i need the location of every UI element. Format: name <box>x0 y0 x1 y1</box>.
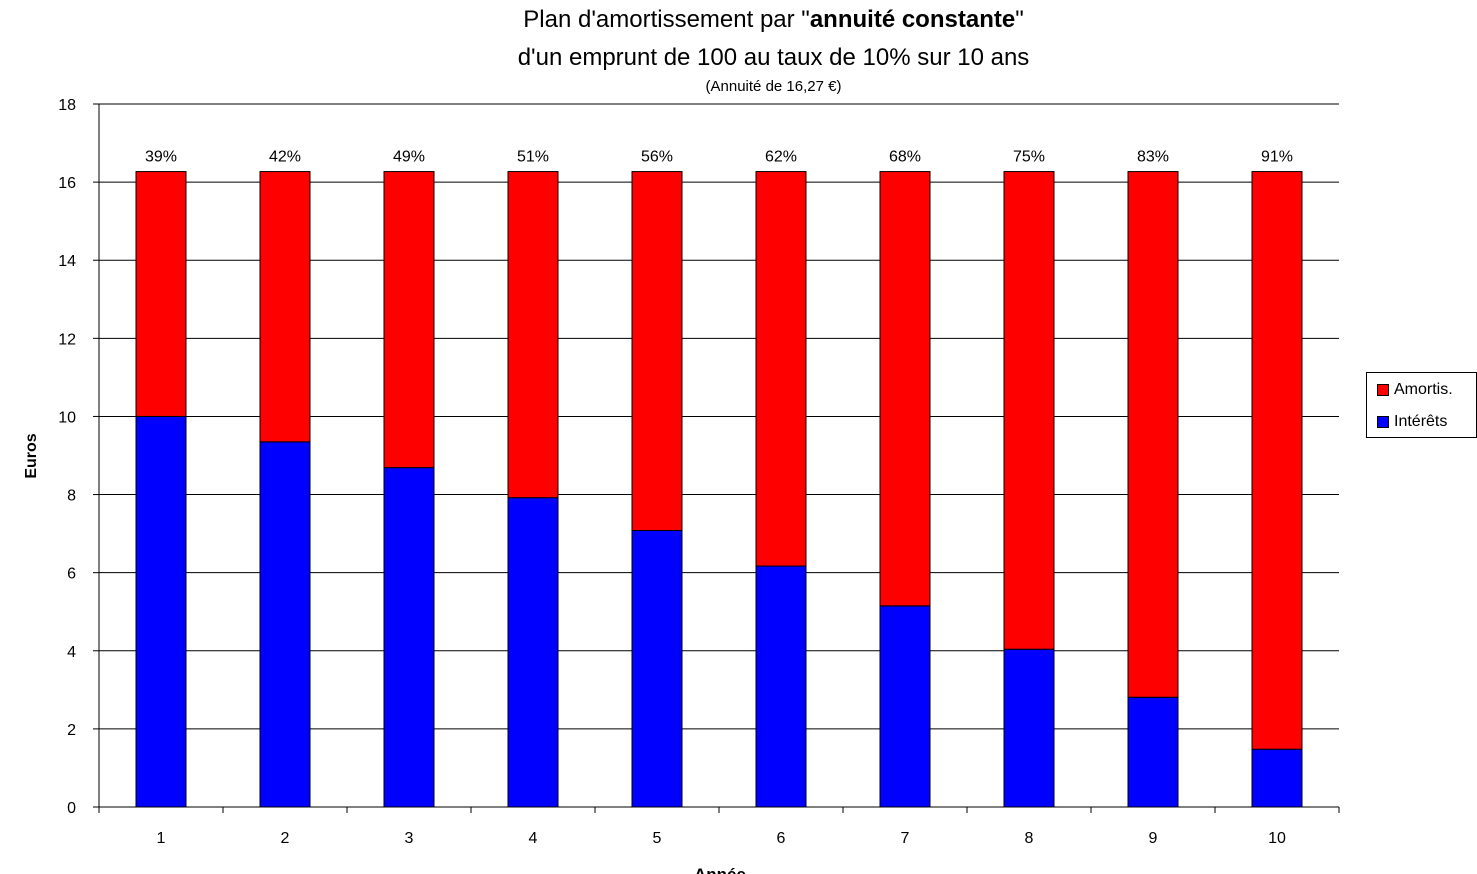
bar-interets <box>631 529 683 808</box>
y-tick-label: 12 <box>58 331 76 348</box>
y-tick-label: 4 <box>67 644 76 661</box>
legend-swatch-interets <box>1377 416 1389 428</box>
bars <box>135 171 1303 808</box>
bar-interets <box>879 605 931 808</box>
axes <box>93 103 1340 813</box>
x-tick-label: 7 <box>901 830 910 847</box>
bar-amortis <box>383 171 435 469</box>
bar-interets <box>507 497 559 808</box>
data-label: 62% <box>765 149 797 166</box>
data-label: 51% <box>517 149 549 166</box>
x-axis-title: Année <box>694 865 746 874</box>
chart-note: (Annuité de 16,27 €) <box>705 78 842 95</box>
y-tick-label: 10 <box>58 409 76 426</box>
chart-subtitle: d'un emprunt de 100 au taux de 10% sur 1… <box>517 44 1030 71</box>
data-label: 75% <box>1013 149 1045 166</box>
bar-amortis <box>631 171 683 531</box>
data-label: 56% <box>641 149 673 166</box>
bar-amortis <box>135 171 187 417</box>
y-tick-label: 18 <box>58 97 76 114</box>
data-label: 49% <box>393 149 425 166</box>
bar-interets <box>1251 748 1303 808</box>
x-tick-label: 1 <box>157 830 166 847</box>
x-tick-label: 2 <box>281 830 290 847</box>
y-tick-label: 0 <box>67 800 76 817</box>
y-axis-title: Euros <box>23 433 40 478</box>
y-tick-label: 6 <box>67 566 76 583</box>
bar-interets <box>1003 648 1055 808</box>
chart-title: Plan d'amortissement par "annuité consta… <box>523 6 1024 33</box>
bar-amortis <box>879 171 931 607</box>
bar-amortis <box>755 171 807 567</box>
bar-interets <box>383 467 435 808</box>
x-tick-label: 3 <box>405 830 414 847</box>
x-tick-label: 6 <box>777 830 786 847</box>
bar-amortis <box>259 171 311 443</box>
legend: Amortis. Intérêts <box>1366 372 1477 438</box>
bar-amortis <box>1251 171 1303 750</box>
labels: 0 2 4 6 8 10 12 14 16 18 39% 1 42% 2 49% 3 51% 4 56% 5 62% 6 6… <box>23 97 1293 874</box>
bar-amortis <box>1003 171 1055 650</box>
data-label: 39% <box>145 149 177 166</box>
legend-item-amortis: Amortis. <box>1377 381 1453 399</box>
legend-label-interets: Intérêts <box>1394 413 1448 430</box>
data-label: 42% <box>269 149 301 166</box>
bar-interets <box>135 415 187 808</box>
data-label: 83% <box>1137 149 1169 166</box>
bar-interets <box>755 565 807 808</box>
x-tick-label: 5 <box>653 830 662 847</box>
y-tick-label: 16 <box>58 175 76 192</box>
data-label: 68% <box>889 149 921 166</box>
y-tick-label: 8 <box>67 488 76 505</box>
x-tick-label: 10 <box>1268 830 1286 847</box>
bar-amortis <box>1127 171 1179 698</box>
bar-interets <box>1127 696 1179 808</box>
bar-amortis <box>507 171 559 499</box>
y-tick-label: 14 <box>58 253 76 270</box>
bar-interets <box>259 441 311 808</box>
legend-item-interets: Intérêts <box>1377 413 1447 431</box>
x-tick-label: 9 <box>1149 830 1158 847</box>
y-tick-label: 2 <box>67 722 76 739</box>
x-tick-label: 8 <box>1025 830 1034 847</box>
legend-swatch-amortis <box>1377 384 1389 396</box>
legend-label-amortis: Amortis. <box>1394 381 1453 398</box>
data-label: 91% <box>1261 149 1293 166</box>
x-tick-label: 4 <box>529 830 538 847</box>
